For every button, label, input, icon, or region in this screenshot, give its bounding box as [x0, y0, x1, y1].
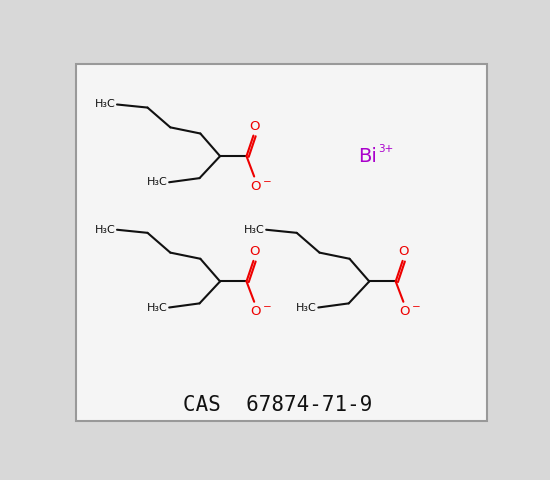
- Text: H₃C: H₃C: [95, 225, 116, 235]
- Text: H₃C: H₃C: [244, 225, 265, 235]
- Text: H₃C: H₃C: [95, 99, 116, 109]
- Text: O: O: [398, 245, 409, 258]
- Text: H₃C: H₃C: [147, 302, 168, 312]
- Text: 3+: 3+: [378, 144, 394, 154]
- Text: −: −: [412, 302, 421, 312]
- Text: O: O: [249, 245, 260, 258]
- Text: −: −: [262, 302, 271, 312]
- Text: O: O: [399, 305, 409, 318]
- Text: −: −: [262, 177, 271, 187]
- Text: Bi: Bi: [359, 147, 377, 166]
- Text: O: O: [249, 120, 260, 132]
- Text: H₃C: H₃C: [147, 177, 168, 187]
- Text: H₃C: H₃C: [296, 302, 317, 312]
- Text: O: O: [250, 305, 260, 318]
- Text: O: O: [250, 180, 260, 193]
- FancyBboxPatch shape: [76, 64, 487, 420]
- Text: CAS  67874-71-9: CAS 67874-71-9: [183, 395, 372, 415]
